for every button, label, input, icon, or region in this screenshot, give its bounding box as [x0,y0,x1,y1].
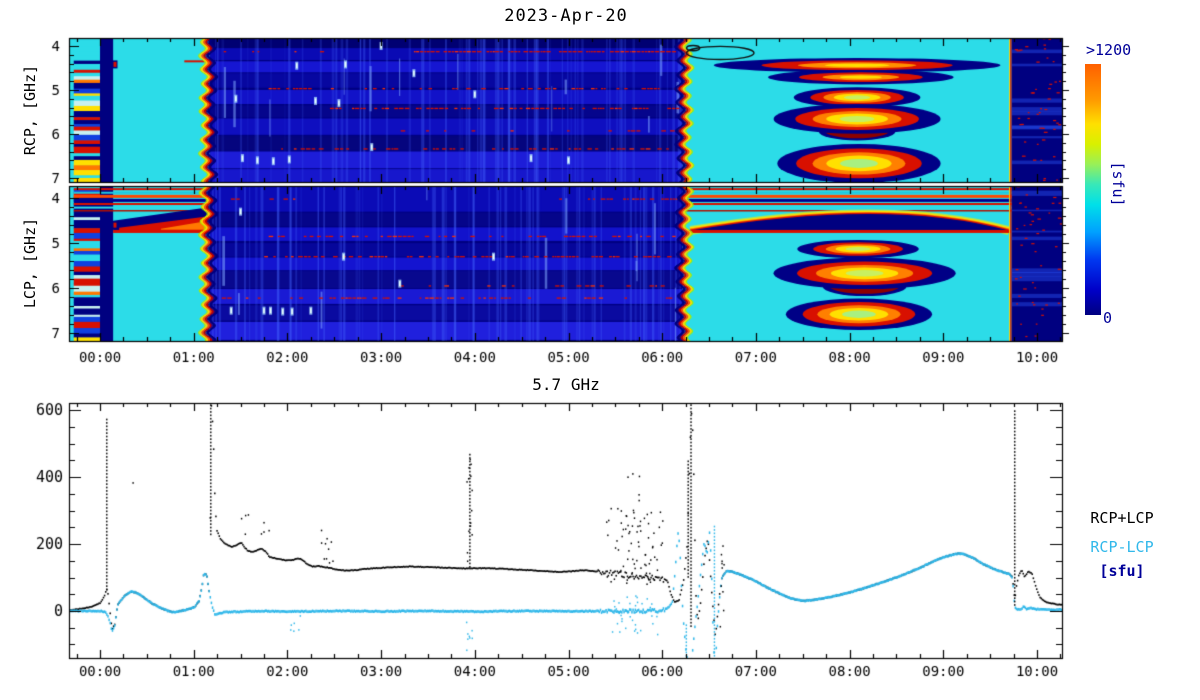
timeseries-title: 5.7 GHz [532,375,600,394]
page-title: 2023-Apr-20 [504,6,628,26]
colorbar-min-label: 0 [1103,309,1113,327]
colorbar-max-label: >1200 [1086,41,1132,59]
colorbar-gradient [1085,64,1101,315]
legend-rcp-minus-lcp: RCP-LCP [1090,538,1154,556]
legend-rcp-plus-lcp: RCP+LCP [1090,509,1154,527]
colorbar-unit-label: [sfu] [1109,161,1127,207]
rcp-axis-label: RCP, [GHz] [21,64,39,156]
legend-unit: [sfu] [1099,562,1145,580]
lcp-axis-label: LCP, [GHz] [21,217,39,309]
